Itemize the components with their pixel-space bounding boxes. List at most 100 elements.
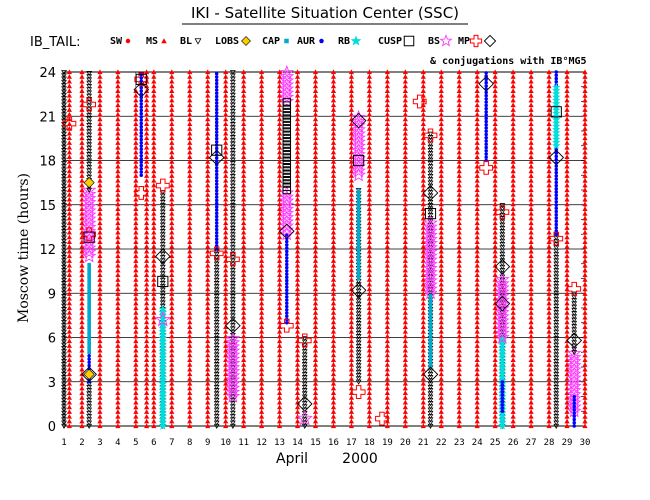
orbit-point-ms (115, 220, 121, 226)
orbit-point-bs (351, 142, 366, 157)
orbit-point-ms (366, 135, 373, 141)
orbit-point-ms (115, 399, 121, 405)
orbit-point-ms (144, 163, 150, 169)
orbit-point-ms (474, 234, 480, 240)
orbit-point-ms (115, 97, 121, 103)
orbit-point-ms (438, 244, 444, 249)
orbit-point-ms (97, 177, 103, 183)
orbit-point-ms (564, 187, 570, 193)
orbit-point-aur (214, 94, 219, 99)
orbit-point-ms (241, 102, 247, 108)
orbit-point-ms (115, 234, 121, 240)
orbit-point-ms (384, 371, 390, 377)
x-tick-label: 20 (400, 438, 411, 448)
orbit-point-ms (366, 338, 373, 344)
orbit-point-ms (402, 154, 408, 160)
orbit-point-ms (79, 154, 85, 160)
orbit-point-ms (205, 371, 211, 377)
orbit-point-ms (151, 262, 157, 268)
orbit-point-ms (528, 130, 534, 136)
orbit-point-ms (187, 319, 193, 325)
orbit-point-ms (223, 177, 229, 183)
orbit-point-ms (564, 333, 570, 339)
orbit-point-ms (205, 262, 211, 268)
orbit-point-ms (97, 83, 103, 89)
orbit-point-ms (366, 253, 373, 259)
orbit-point-ms (582, 390, 588, 396)
orbit-point-ms (169, 409, 175, 414)
orbit-point-ms (528, 225, 534, 230)
orbit-point-cap (87, 321, 91, 325)
orbit-point-ms (474, 225, 480, 230)
orbit-point-ms (294, 192, 301, 197)
orbit-point-ms (528, 196, 534, 202)
orbit-point-ms (241, 262, 247, 268)
orbit-point-ms (187, 371, 193, 377)
orbit-point-ms (546, 258, 552, 263)
orbit-point-ms (133, 258, 139, 263)
orbit-point-aur (285, 304, 289, 309)
orbit-point-ms (259, 121, 265, 126)
orbit-point-ms (312, 116, 319, 122)
orbit-point-ms (223, 159, 229, 164)
orbit-point-ms (66, 399, 72, 405)
orbit-point-ms (79, 277, 85, 282)
orbit-point-ms (546, 206, 552, 211)
orbit-point-ms (144, 362, 150, 367)
orbit-point-ms (169, 88, 175, 93)
orbit-point-ms (259, 182, 265, 188)
orbit-point-ms (366, 286, 373, 292)
orbit-point-ms (384, 277, 390, 282)
orbit-point-ms (546, 116, 552, 122)
orbit-point-ms (241, 399, 247, 405)
orbit-point-ms (582, 385, 588, 391)
orbit-point-aur (214, 117, 219, 121)
orbit-point-ms (582, 215, 588, 221)
orbit-point-bs (423, 256, 438, 271)
orbit-point-ms (582, 380, 588, 386)
orbit-point-ms (474, 149, 480, 155)
orbit-point-ms (66, 140, 72, 145)
orbit-point-ms (259, 93, 265, 98)
orbit-point-ms (420, 135, 426, 141)
orbit-point-ms (546, 69, 552, 75)
orbit-point-ms (79, 305, 85, 311)
orbit-point-cap (356, 254, 361, 258)
orbit-point-ms (66, 380, 72, 386)
orbit-point-ms (564, 399, 570, 405)
orbit-point-ms (456, 215, 462, 221)
orbit-point-ms (366, 192, 373, 197)
orbit-point-ms (79, 130, 85, 136)
orbit-point-aur (554, 167, 559, 172)
orbit-point-ms (546, 102, 552, 108)
orbit-point-ms (528, 258, 534, 263)
orbit-point-ms (312, 163, 319, 169)
orbit-point-ms (151, 78, 157, 84)
orbit-point-ms (528, 88, 534, 93)
orbit-point-ms (276, 357, 283, 362)
orbit-point-ms (546, 262, 552, 268)
legend-entry-aur: AUR (297, 36, 324, 47)
orbit-point-ms (97, 272, 103, 278)
orbit-point-ms (474, 380, 480, 386)
orbit-point-ms (438, 130, 444, 136)
orbit-point-ms (312, 88, 319, 93)
orbit-point-ms (438, 121, 444, 126)
orbit-point-ms (384, 343, 390, 348)
orbit-point-aur (484, 93, 488, 98)
orbit-point-ms (330, 366, 337, 372)
orbit-point-ms (492, 163, 498, 169)
orbit-point-ms (420, 196, 426, 202)
orbit-point-ms (312, 362, 319, 367)
orbit-point-ms (366, 229, 373, 235)
orbit-point-ms (564, 390, 570, 396)
orbit-point-ms (97, 319, 103, 325)
orbit-point-ms (420, 324, 426, 329)
orbit-point-ms (276, 144, 283, 150)
orbit-point-ms (205, 286, 211, 292)
orbit-point-cap (428, 323, 433, 327)
orbit-point-ms (330, 324, 337, 329)
orbit-point-cap (356, 270, 361, 274)
orbit-point-ms (330, 173, 337, 178)
orbit-point-aur (484, 90, 488, 95)
